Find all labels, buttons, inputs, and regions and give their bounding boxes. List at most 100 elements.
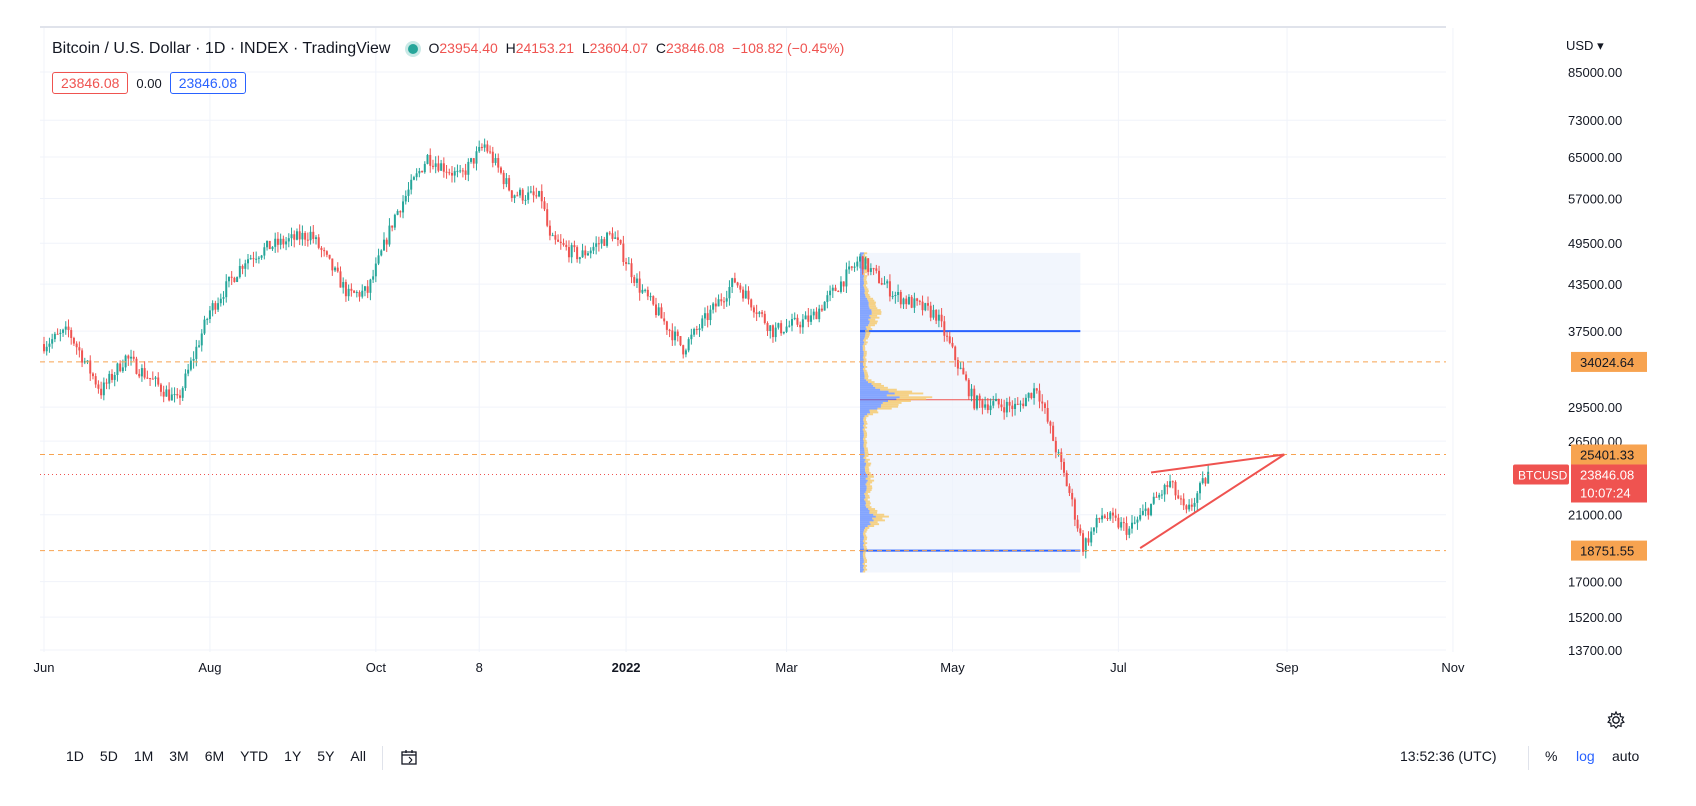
candle [750,298,753,311]
profile-bar-up [860,343,864,346]
range-button-5d[interactable]: 5D [99,748,118,764]
candle-body [459,170,462,172]
candle [657,303,660,317]
candle-body [266,240,269,248]
profile-bar-up [860,470,866,473]
candle [557,234,560,243]
profile-bar-up [860,424,864,427]
candle [1024,394,1027,407]
goto-date-icon[interactable] [400,748,418,766]
range-button-6m[interactable]: 6M [204,748,225,764]
profile-bar-down [864,371,868,374]
candle-body [548,225,551,236]
candle-body [203,319,206,334]
range-button-1y[interactable]: 1Y [284,748,302,764]
candle [342,277,345,294]
range-button-all[interactable]: All [350,748,366,764]
ask-button[interactable]: 23846.08 [169,72,247,94]
percent-scale-toggle[interactable]: % [1545,748,1558,764]
bid-button[interactable]: 23846.08 [52,72,129,94]
candle-body [614,237,617,239]
candle [1199,481,1201,500]
candle-body [483,144,486,148]
candle-body [918,300,921,302]
candle [785,318,788,334]
profile-bar-down [880,405,899,408]
profile-bar-up [860,472,866,474]
candle-body [470,158,473,162]
candle-body [551,235,554,237]
candle [584,245,587,259]
profile-bar-down [867,297,874,300]
candle [951,337,954,349]
candle [404,190,407,205]
candle [513,194,516,204]
candle [472,157,475,169]
range-button-1d[interactable]: 1D [66,748,84,764]
profile-bar-down [865,295,871,298]
symbol-title[interactable]: Bitcoin / U.S. Dollar · 1D · INDEX · Tra… [52,40,391,57]
profile-bar-up [860,462,867,465]
auto-scale-toggle[interactable]: auto [1612,748,1640,764]
log-scale-toggle[interactable]: log [1576,748,1595,764]
candle [888,274,891,302]
candle-body [230,276,233,278]
candle [1101,507,1104,523]
candle [619,239,622,246]
candle [608,230,611,236]
profile-bar-up [860,288,865,291]
candle [355,290,358,298]
candle [48,337,51,353]
profile-bar-up [860,566,864,569]
candle-body [886,281,889,284]
utc-clock[interactable]: 13:52:36 (UTC) [1400,748,1497,764]
candle [823,301,826,311]
range-button-1m[interactable]: 1M [133,748,154,764]
market-status-icon[interactable] [408,43,419,54]
candle-body [1101,515,1104,520]
candle-body [151,378,154,380]
candle-body [1117,517,1120,528]
price-axis-label: 29500.00 [1568,400,1622,415]
candle-body [997,398,1000,405]
candle [203,315,206,335]
candle [105,378,108,390]
range-button-5y[interactable]: 5Y [317,748,335,764]
candle-body [1133,522,1136,524]
candle [829,285,832,302]
profile-bar-up [860,409,870,412]
profile-bar-down [863,437,866,440]
profile-bar-down [863,534,867,537]
profile-bar-down [864,451,869,454]
candle [1179,495,1182,506]
candle-body [940,314,943,322]
candle [62,328,65,337]
candle-body [105,382,108,384]
candle [255,251,258,264]
candle [668,328,671,338]
profile-bar-up [860,390,889,393]
candle-body [739,285,742,290]
profile-bar-up [860,398,897,401]
candle-body [157,377,160,385]
candle-body [638,278,641,293]
candle-body [973,388,976,409]
candle [1144,502,1147,517]
range-button-3m[interactable]: 3M [169,748,189,764]
candle-body [967,379,970,397]
range-button-ytd[interactable]: YTD [240,748,269,764]
candle-body [723,301,725,303]
candle [268,240,271,250]
wedge-upper-line [1150,453,1285,474]
profile-bar-up [860,328,867,331]
candle [1095,514,1098,534]
profile-bar-up [860,551,864,554]
candle [315,235,317,245]
settings-gear-icon[interactable] [1606,710,1626,730]
profile-bar-down [867,475,874,478]
profile-bar-down [863,286,868,289]
profile-bar-down [875,386,888,389]
profile-bar-down [863,443,867,446]
currency-selector[interactable]: USD ▾ [1566,38,1604,53]
